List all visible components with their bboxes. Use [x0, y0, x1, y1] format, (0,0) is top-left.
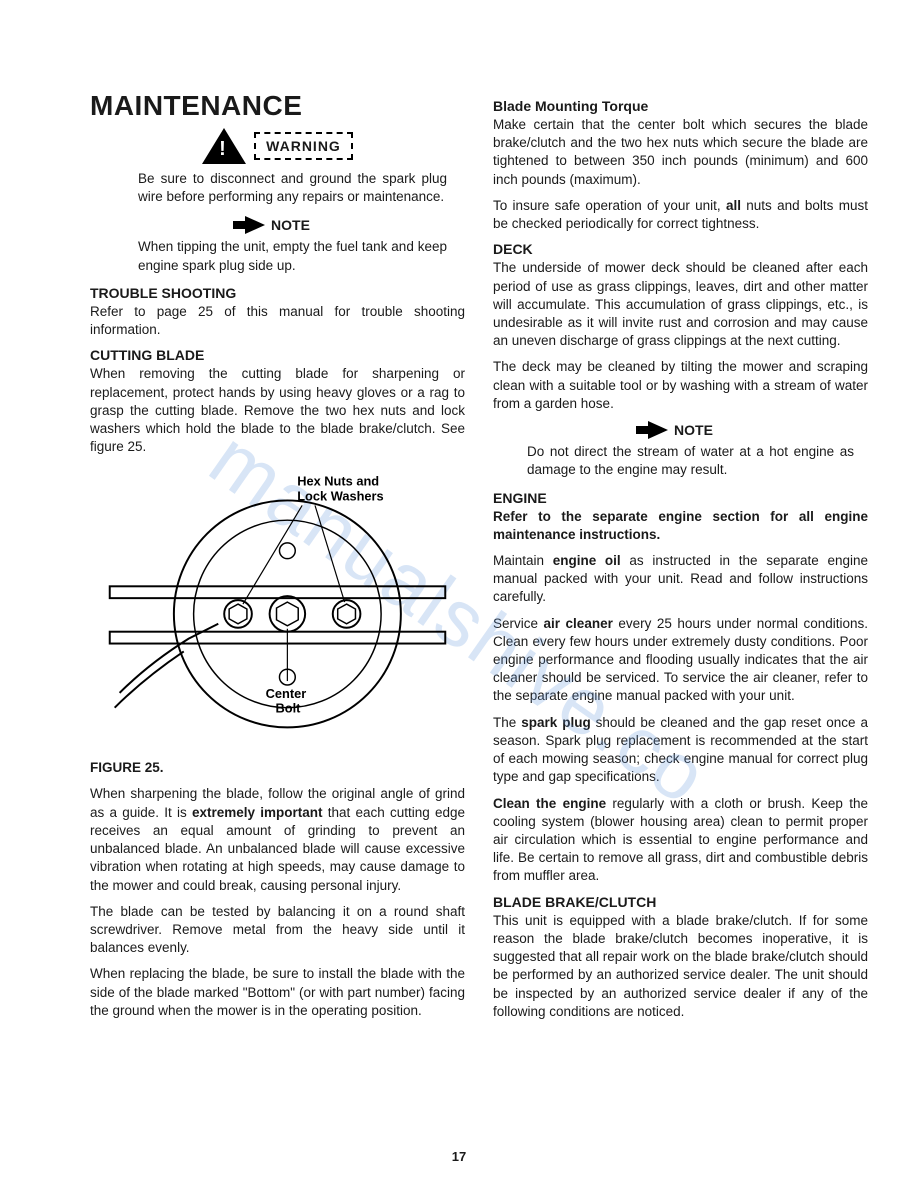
page-number: 17 [452, 1149, 466, 1164]
oil-p: Maintain engine oil as instructed in the… [493, 552, 868, 607]
note-label-right: NOTE [674, 422, 713, 438]
note-label: NOTE [271, 217, 310, 233]
fig-label-center: Center [266, 686, 307, 701]
trouble-paragraph: Refer to page 25 of this manual for trou… [90, 303, 465, 339]
figure-caption: FIGURE 25. [90, 760, 465, 775]
engine-heading: ENGINE [493, 490, 868, 506]
torque-heading: Blade Mounting Torque [493, 98, 868, 114]
left-column: MAINTENANCE WARNING Be sure to disconnec… [90, 90, 465, 1029]
clean-p: Clean the engine regularly with a cloth … [493, 795, 868, 886]
arrow-icon [648, 421, 668, 439]
balance-paragraph: The blade can be tested by balancing it … [90, 903, 465, 958]
figure-svg: Hex Nuts and Lock Washers Center Bolt [90, 464, 465, 754]
note-block: NOTE [90, 216, 465, 234]
torque-p1: Make certain that the center bolt which … [493, 116, 868, 189]
page-title: MAINTENANCE [90, 90, 465, 122]
fig-label-hex: Hex Nuts and [297, 474, 379, 489]
page-content: MAINTENANCE WARNING Be sure to disconnec… [90, 90, 868, 1029]
sharpen-paragraph: When sharpening the blade, follow the or… [90, 785, 465, 894]
engine-sub: Refer to the separate engine section for… [493, 508, 868, 544]
arrow-icon [245, 216, 265, 234]
fig-label-bolt: Bolt [276, 701, 302, 716]
fig-label-lock: Lock Washers [297, 489, 383, 504]
right-column: Blade Mounting Torque Make certain that … [493, 90, 868, 1029]
warning-block: WARNING [90, 128, 465, 164]
air-p: Service air cleaner every 25 hours under… [493, 615, 868, 706]
warning-triangle-icon [202, 128, 246, 164]
torque-p2: To insure safe operation of your unit, a… [493, 197, 868, 233]
spark-p: The spark plug should be cleaned and the… [493, 714, 868, 787]
bbc-p: This unit is equipped with a blade brake… [493, 912, 868, 1021]
figure-25: Hex Nuts and Lock Washers Center Bolt [90, 464, 465, 754]
replace-paragraph: When replacing the blade, be sure to ins… [90, 965, 465, 1020]
deck-p2: The deck may be cleaned by tilting the m… [493, 358, 868, 413]
trouble-heading: TROUBLE SHOOTING [90, 285, 465, 301]
warning-text: Be sure to disconnect and ground the spa… [90, 170, 465, 206]
note-block-right: NOTE [493, 421, 868, 439]
cutting-heading: CUTTING BLADE [90, 347, 465, 363]
bbc-heading: BLADE BRAKE/CLUTCH [493, 894, 868, 910]
deck-heading: DECK [493, 241, 868, 257]
deck-p1: The underside of mower deck should be cl… [493, 259, 868, 350]
note-text-right: Do not direct the stream of water at a h… [493, 443, 868, 479]
note-text: When tipping the unit, empty the fuel ta… [90, 238, 465, 274]
cutting-paragraph: When removing the cutting blade for shar… [90, 365, 465, 456]
warning-label: WARNING [254, 132, 353, 160]
